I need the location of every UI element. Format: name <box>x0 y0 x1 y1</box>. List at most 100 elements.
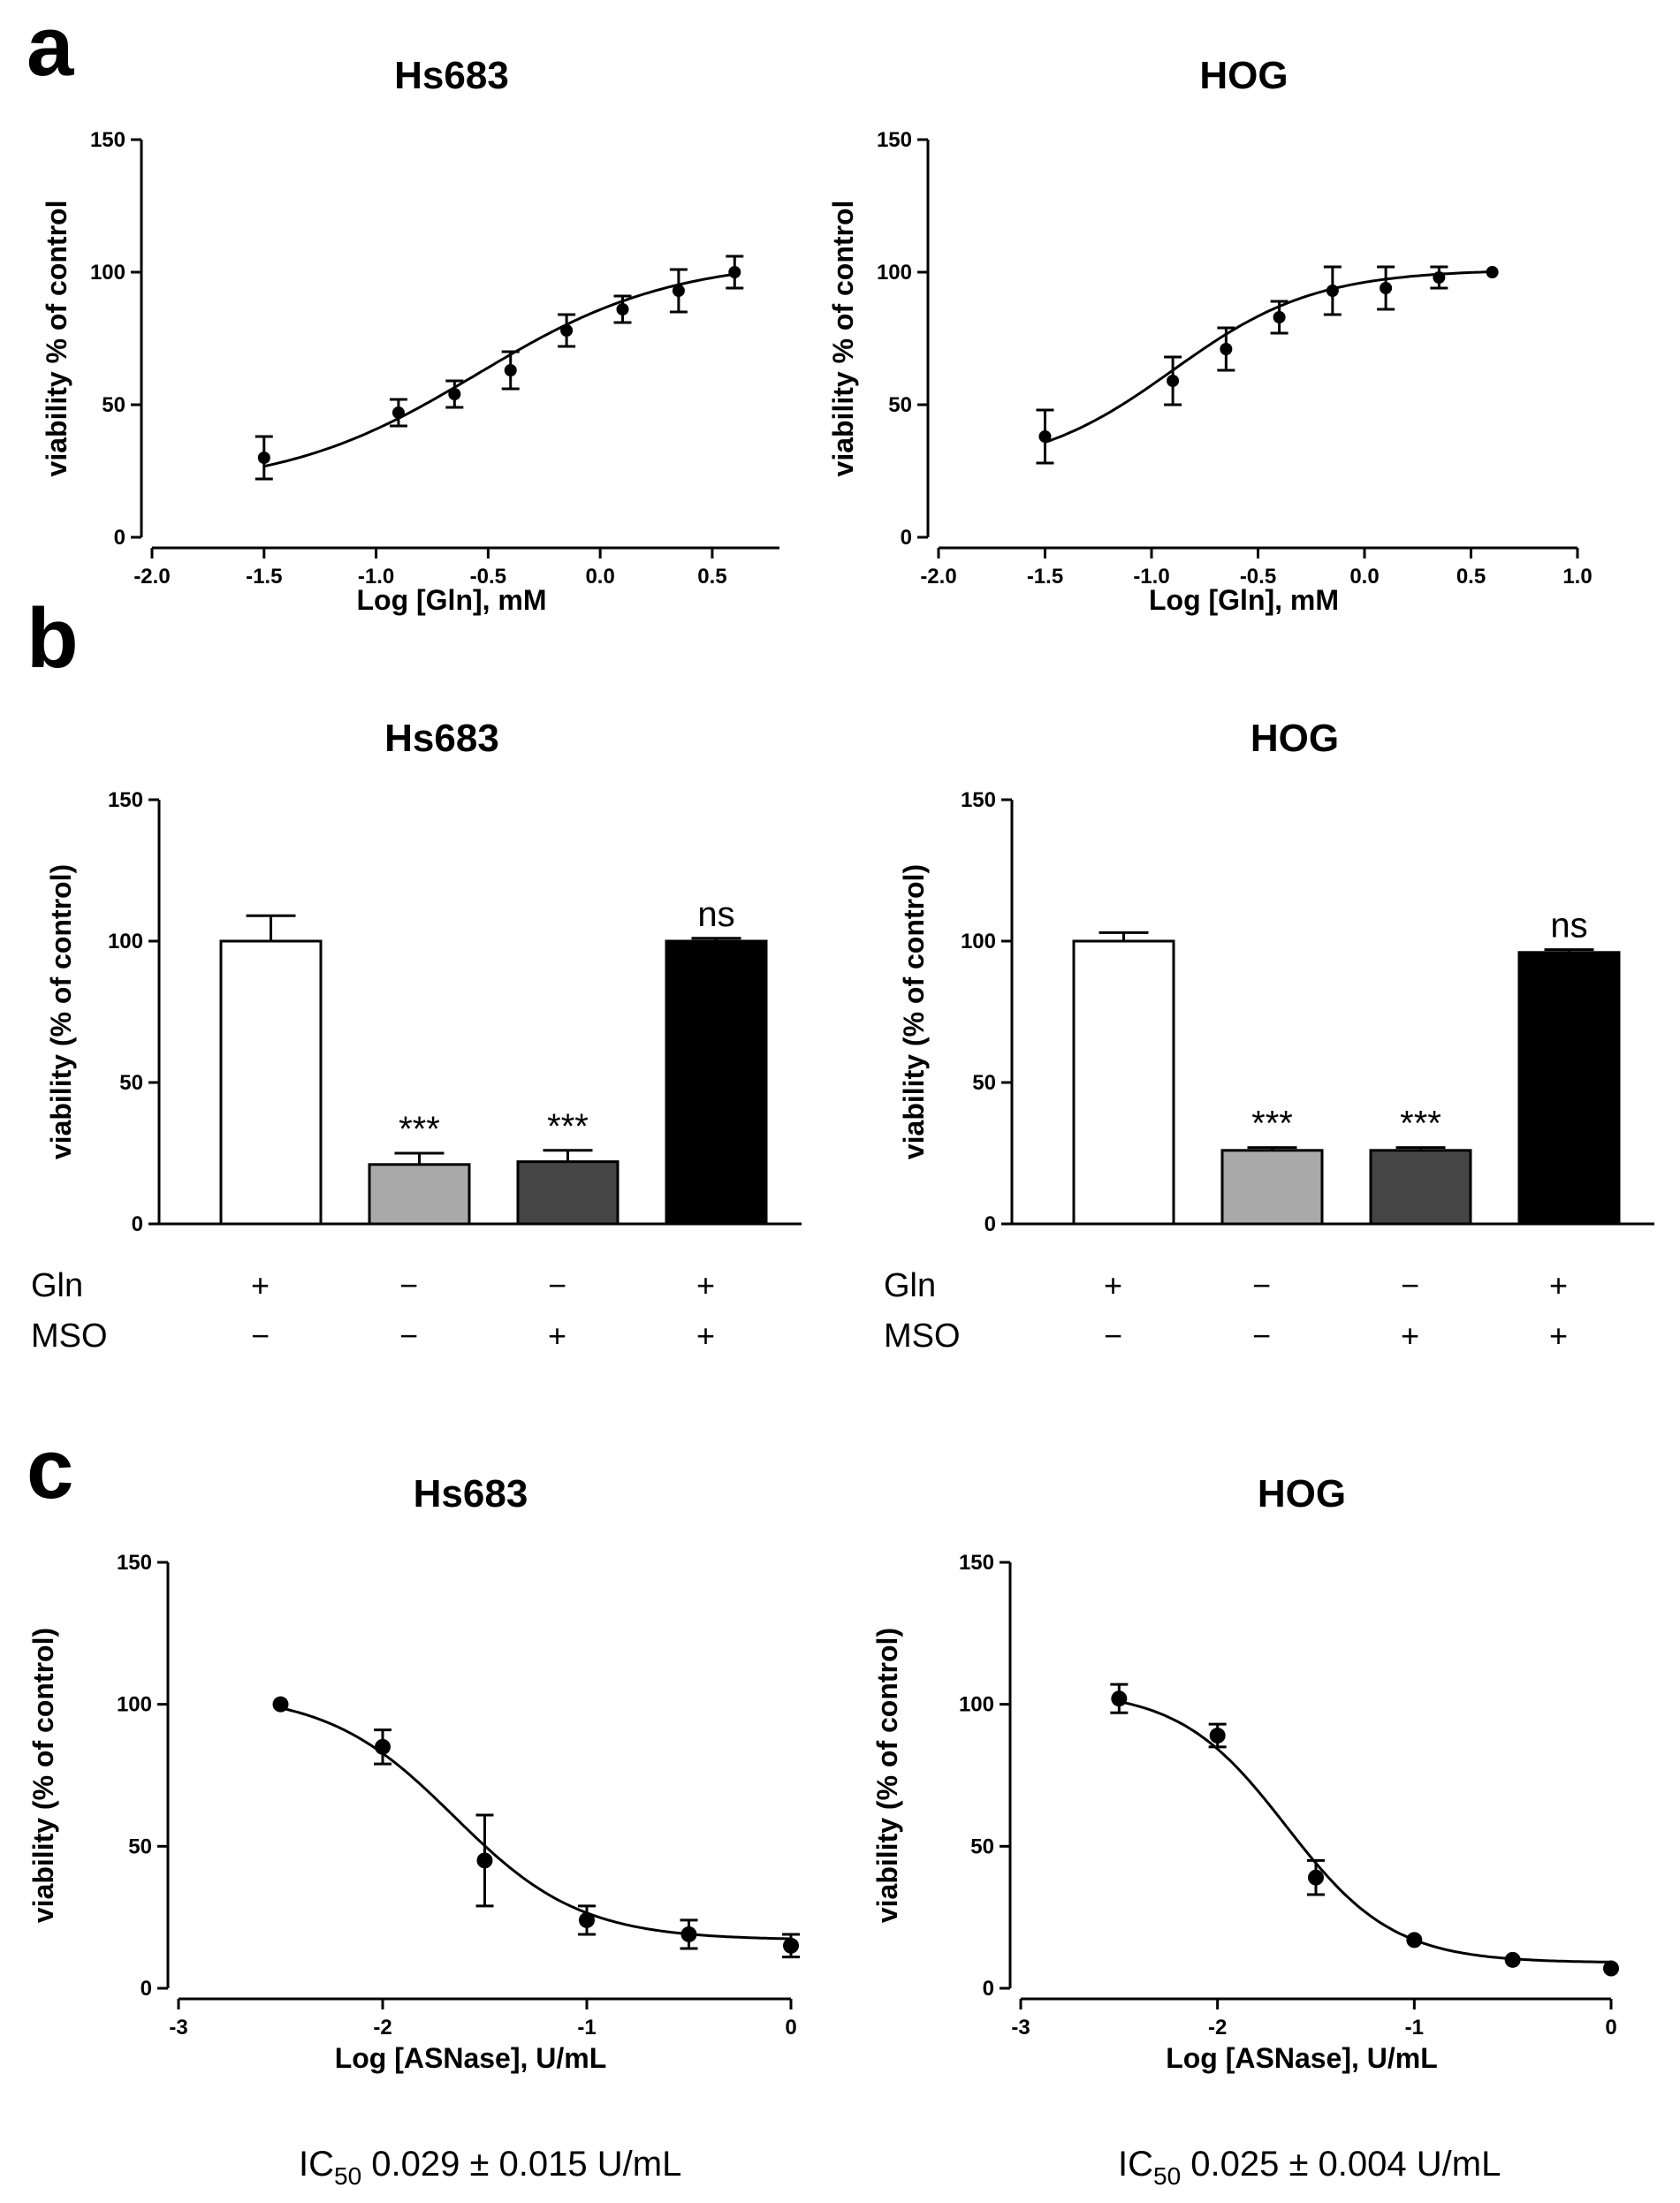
y-tick-label: 50 <box>970 1835 994 1858</box>
x-tick-label: -1.5 <box>1027 565 1063 589</box>
chart-title: HOG <box>1258 1472 1346 1516</box>
treatment-sign: − <box>548 1267 566 1303</box>
treatment-sign: − <box>1252 1318 1271 1354</box>
chart-title: HOG <box>1250 717 1339 760</box>
chart-hs683-mso-bars: Hs683 0 50 100 150 viability (% of control) **… <box>31 717 802 1355</box>
treatment-sign: + <box>1549 1318 1568 1354</box>
bar <box>368 1163 471 1226</box>
bar <box>219 939 323 1226</box>
y-tick-label: 100 <box>877 261 912 285</box>
chart-hog-gln-curve: HOG 0 50 100 150 viability % of control -2.0 -1… <box>827 54 1593 616</box>
y-axis-label: viability (% of control) <box>871 1628 903 1923</box>
y-axis-label: viability % of control <box>827 201 859 477</box>
treatment-sign: − <box>1252 1267 1271 1303</box>
panel-letter-a: a <box>27 0 74 94</box>
bar <box>665 939 768 1226</box>
treatment-sign: + <box>696 1267 715 1303</box>
bar <box>516 1160 620 1226</box>
x-axis-label: Log [ASNase], U/mL <box>1166 2042 1438 2074</box>
ic50-prefix: IC <box>299 2145 334 2184</box>
data-point <box>448 388 461 400</box>
significance-label: *** <box>1400 1105 1441 1143</box>
data-point <box>1406 1932 1423 1949</box>
x-axis-label: Log [Gln], mM <box>1149 584 1339 616</box>
x-tick-label: 0.5 <box>1456 565 1486 589</box>
ic50-label: IC50 0.025 ± 0.004 U/mL <box>1118 2145 1501 2190</box>
x-tick-label: -1.5 <box>246 565 282 589</box>
data-point <box>1504 1951 1521 1968</box>
bar <box>1220 1149 1324 1226</box>
chart-hs683-gln-curve: Hs683 0 50 100 150 viability % of control -2.0… <box>41 54 779 616</box>
panel-letter-c: c <box>27 1422 73 1516</box>
significance-label: *** <box>547 1107 589 1146</box>
y-tick-label: 0 <box>983 1977 994 2001</box>
treatment-sign: − <box>399 1318 418 1354</box>
chart-title: Hs683 <box>394 54 509 97</box>
data-point <box>1433 271 1446 284</box>
treatment-row-label: Gln <box>884 1267 936 1304</box>
treatment-sign: + <box>1401 1318 1419 1354</box>
y-tick-label: 150 <box>117 1551 152 1575</box>
significance-label: *** <box>399 1110 440 1149</box>
data-point <box>1603 1960 1619 1977</box>
y-tick-label: 50 <box>119 1071 143 1095</box>
x-tick-label: -1 <box>577 2016 596 2040</box>
y-tick-label: 0 <box>984 1212 996 1236</box>
treatment-sign: + <box>1549 1267 1568 1303</box>
treatment-sign: + <box>251 1267 270 1303</box>
chart-title: HOG <box>1199 54 1288 97</box>
chart-hog-mso-bars: HOG 0 50 100 150 viability (% of control) *** *… <box>884 717 1654 1355</box>
x-tick-label: -3 <box>1011 2016 1030 2040</box>
data-point <box>1111 1690 1128 1707</box>
x-tick-label: 0 <box>1605 2016 1616 2040</box>
y-tick-label: 150 <box>961 788 996 812</box>
data-point <box>579 1911 595 1928</box>
data-point <box>728 266 741 278</box>
data-point <box>1167 375 1180 387</box>
y-tick-label: 50 <box>128 1835 152 1858</box>
x-tick-label: -2 <box>373 2016 391 2040</box>
x-tick-label: -0.5 <box>470 565 506 589</box>
chart-hog-asnase-curve: HOG 0 50 100 150 viability (% of control) -3 -2… <box>871 1472 1619 2190</box>
y-tick-label: 100 <box>90 261 125 285</box>
x-tick-label: -1.0 <box>358 565 394 589</box>
y-tick-label: 100 <box>108 930 143 953</box>
bar <box>1369 1149 1472 1226</box>
y-tick-label: 150 <box>90 128 125 152</box>
x-tick-label: -1 <box>1405 2016 1424 2040</box>
data-point <box>476 1852 493 1869</box>
x-tick-label: -2 <box>1208 2016 1227 2040</box>
data-point <box>783 1937 799 1954</box>
bar <box>1517 951 1621 1226</box>
fit-curve <box>263 272 735 468</box>
y-tick-label: 0 <box>114 526 125 550</box>
data-point <box>272 1696 289 1713</box>
data-point <box>1308 1869 1324 1886</box>
fit-curve <box>1045 270 1493 444</box>
significance-label: ns <box>1550 907 1587 946</box>
data-point <box>257 452 270 464</box>
treatment-row-label: MSO <box>884 1318 961 1355</box>
y-tick-label: 50 <box>972 1071 996 1095</box>
treatment-sign: − <box>399 1267 418 1303</box>
data-point <box>1486 266 1499 278</box>
ic50-value: 0.029 ± 0.015 U/mL <box>361 2145 681 2184</box>
significance-label: *** <box>1251 1105 1293 1143</box>
chart-hs683-asnase-curve: Hs683 0 50 100 150 viability (% of control) -3… <box>27 1472 800 2190</box>
data-point <box>616 303 629 315</box>
y-axis-label: viability (% of control) <box>27 1628 59 1923</box>
ic50-prefix: IC <box>1118 2145 1153 2184</box>
y-tick-label: 150 <box>959 1551 994 1575</box>
data-point <box>1273 311 1286 323</box>
chart-title: Hs683 <box>384 717 499 760</box>
x-tick-label: 0.0 <box>585 565 614 589</box>
y-axis-label: viability (% of control) <box>45 864 77 1159</box>
bar <box>1072 939 1175 1226</box>
x-tick-label: -1.0 <box>1133 565 1169 589</box>
x-tick-label: -3 <box>169 2016 187 2040</box>
data-point <box>560 324 574 337</box>
data-point <box>504 364 517 376</box>
data-point <box>375 1738 391 1755</box>
y-tick-label: 150 <box>877 128 912 152</box>
y-tick-label: 0 <box>901 526 912 550</box>
